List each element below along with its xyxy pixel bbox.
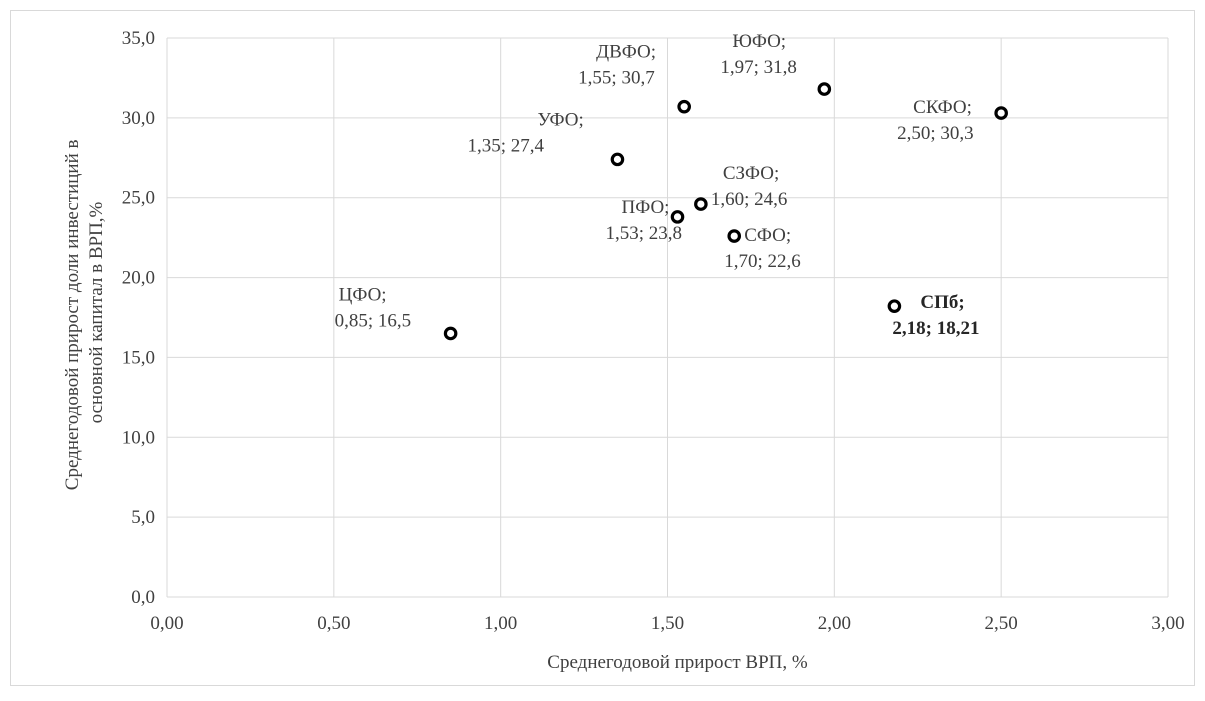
x-tick-label: 2,00 bbox=[818, 613, 851, 634]
data-points bbox=[443, 82, 1008, 341]
data-label: СКФО; 2,50; 30,3 bbox=[897, 97, 974, 144]
data-labels: ЦФО; 0,85; 16,5 УФО; 1,35; 27,4 ПФО; 1,53; 23… bbox=[335, 31, 980, 339]
data-label-values: 1,97; 31,8 bbox=[720, 57, 797, 78]
x-tick-label: 0,50 bbox=[317, 613, 350, 634]
data-label-values: 2,18; 18,21 bbox=[892, 318, 979, 339]
y-tick-label: 25,0 bbox=[122, 188, 155, 209]
data-label-name: СФО; bbox=[744, 225, 791, 246]
y-axis-title-line-2: основной капитал в ВРП,% bbox=[86, 201, 107, 423]
y-tick-label: 20,0 bbox=[122, 268, 155, 289]
data-point bbox=[817, 82, 832, 96]
data-label-name: СКФО; bbox=[913, 97, 972, 118]
y-tick-label: 10,0 bbox=[122, 427, 155, 448]
data-label-name: СПб; bbox=[920, 292, 964, 313]
data-label-values: 1,60; 24,6 bbox=[711, 189, 788, 210]
y-tick-label: 0,0 bbox=[131, 587, 155, 608]
data-point bbox=[994, 106, 1008, 120]
x-tick-label: 3,00 bbox=[1151, 613, 1184, 634]
data-label: ЮФО; 1,97; 31,8 bbox=[720, 31, 797, 78]
data-label: УФО; 1,35; 27,4 bbox=[467, 109, 583, 156]
data-label: СФО; 1,70; 22,6 bbox=[724, 225, 801, 272]
data-point bbox=[677, 99, 691, 114]
data-label: СЗФО; 1,60; 24,6 bbox=[711, 163, 788, 210]
x-tick-label: 2,50 bbox=[985, 613, 1018, 634]
x-axis-title: Среднегодовой прирост ВРП, % bbox=[547, 652, 808, 673]
data-label-values: 1,70; 22,6 bbox=[724, 251, 801, 272]
y-tick-label: 15,0 bbox=[122, 347, 155, 368]
y-tick-label: 35,0 bbox=[122, 28, 155, 49]
data-point bbox=[670, 210, 685, 224]
y-axis-title: Среднегодовой прирост доли инвестиций в … bbox=[62, 135, 107, 490]
data-label-name: ЮФО; bbox=[732, 31, 786, 52]
data-point bbox=[610, 152, 625, 167]
tick-labels: 0,0 5,0 10,0 15,0 20,0 25,0 30,0 35,0 0,00 0,50 1,… bbox=[122, 28, 1185, 634]
data-label-name: ДВФО; bbox=[596, 42, 656, 63]
data-label-values: 1,35; 27,4 bbox=[467, 135, 544, 156]
data-label-values: 2,50; 30,3 bbox=[897, 123, 974, 144]
data-point bbox=[887, 299, 902, 313]
data-label-values: 0,85; 16,5 bbox=[335, 310, 412, 331]
data-label-name: СЗФО; bbox=[723, 163, 779, 184]
data-point bbox=[727, 229, 742, 243]
grid-lines bbox=[166, 37, 1169, 598]
y-tick-label: 30,0 bbox=[122, 108, 155, 129]
data-point bbox=[694, 197, 708, 211]
data-label-values: 1,55; 30,7 bbox=[578, 68, 655, 89]
data-point bbox=[443, 326, 458, 341]
data-label-name: ПФО; bbox=[622, 197, 670, 218]
x-tick-label: 0,00 bbox=[150, 613, 183, 634]
x-tick-label: 1,50 bbox=[651, 613, 684, 634]
data-label-name: УФО; bbox=[537, 109, 583, 130]
data-label-values: 1,53; 23,8 bbox=[606, 223, 683, 244]
data-label: ПФО; 1,53; 23,8 bbox=[606, 197, 683, 244]
data-label: СПб; 2,18; 18,21 bbox=[892, 292, 979, 339]
data-label: ЦФО; 0,85; 16,5 bbox=[335, 284, 412, 331]
data-label: ДВФО; 1,55; 30,7 bbox=[578, 42, 656, 89]
chart-border bbox=[10, 10, 1195, 686]
data-label-name: ЦФО; bbox=[339, 284, 387, 305]
y-tick-label: 5,0 bbox=[131, 507, 155, 528]
x-tick-label: 1,00 bbox=[484, 613, 517, 634]
y-axis-title-line-1: Среднегодовой прирост доли инвестиций в bbox=[62, 140, 83, 491]
